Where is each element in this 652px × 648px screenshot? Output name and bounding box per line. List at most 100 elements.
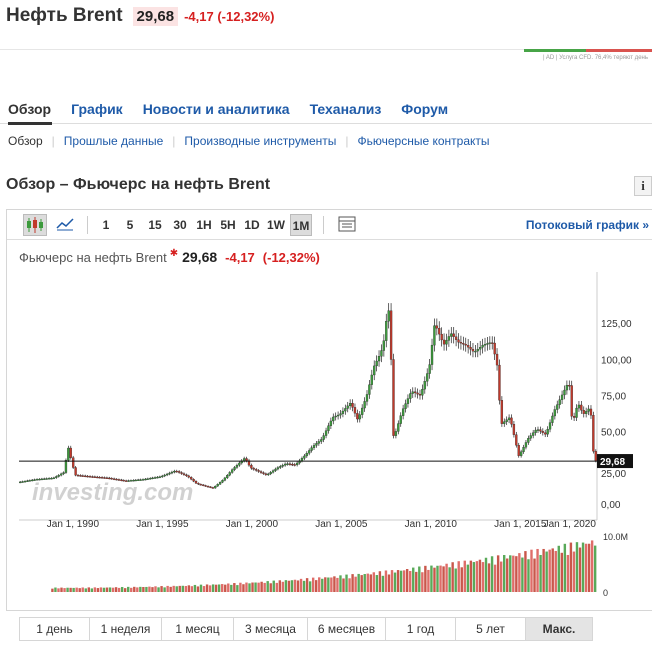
current-price-tag	[597, 454, 633, 469]
candle	[433, 325, 436, 346]
candle	[43, 478, 46, 480]
volume-bar	[190, 586, 194, 592]
candle	[98, 477, 101, 479]
range-button[interactable]: 1 год	[386, 618, 456, 640]
price-tick-label: 25,00	[601, 469, 626, 480]
legend-change: -4,17	[225, 249, 255, 265]
volume-bar	[299, 578, 303, 592]
legend-price: 29,68	[182, 249, 218, 265]
interval-5h[interactable]: 5H	[220, 218, 236, 232]
tab-technical[interactable]: Теханализ	[309, 101, 382, 117]
candle	[216, 484, 219, 487]
candle	[459, 342, 463, 344]
volume-bar	[305, 578, 309, 592]
volume-bar	[363, 574, 366, 592]
volume-bar	[120, 586, 124, 592]
volume-bar	[481, 562, 485, 592]
candle	[235, 465, 239, 468]
candle	[214, 485, 217, 489]
candle	[582, 410, 585, 414]
volume-bar	[472, 562, 476, 592]
volume-bar	[384, 570, 388, 592]
range-button[interactable]: 5 лет	[456, 618, 526, 640]
candle	[141, 479, 145, 481]
volume-bar	[393, 572, 397, 592]
candle	[76, 474, 80, 477]
ad-banner[interactable]	[524, 49, 652, 52]
range-button[interactable]: 1 неделя	[90, 618, 162, 640]
section-title: Обзор – Фьючерс на нефть Brent	[6, 176, 271, 193]
range-button[interactable]: 1 месяц	[162, 618, 234, 640]
table-icon[interactable]	[335, 214, 359, 236]
interval-1[interactable]: 1	[102, 218, 110, 232]
volume-bar	[193, 584, 197, 592]
range-button[interactable]: 6 месяцев	[308, 618, 386, 640]
candle	[233, 467, 236, 470]
candle	[230, 469, 234, 473]
volume-bar	[357, 573, 360, 592]
tab-chart[interactable]: График	[71, 101, 123, 117]
candle	[570, 385, 573, 417]
subnav-historical[interactable]: Прошлые данные	[63, 134, 164, 148]
candle	[218, 482, 222, 485]
range-button[interactable]: 3 месяца	[234, 618, 308, 640]
tab-overview[interactable]: Обзор	[8, 101, 52, 117]
candle	[139, 479, 142, 481]
candle	[457, 339, 460, 343]
candle	[450, 333, 453, 337]
volume-bar	[84, 588, 87, 592]
interval-5[interactable]: 5	[126, 218, 134, 232]
volume-bar	[72, 587, 75, 592]
candle	[380, 350, 383, 357]
price-chart[interactable]: investing.com 29,68 125,00 100,00 75,00 50,…	[7, 272, 647, 607]
candle	[515, 434, 518, 446]
volume-bar	[78, 588, 81, 592]
candle	[563, 389, 566, 396]
volume-bar	[402, 570, 406, 592]
candle	[120, 479, 123, 481]
volume-bar	[478, 559, 482, 592]
candle	[175, 470, 178, 473]
alert-star-icon[interactable]: ✱	[169, 247, 179, 259]
candle	[129, 480, 133, 482]
volume-bar	[111, 587, 115, 592]
candle	[481, 345, 484, 348]
candle	[79, 475, 82, 477]
volume-bar	[151, 587, 154, 592]
candle	[255, 469, 258, 471]
candle	[585, 411, 588, 414]
interval-1d[interactable]: 1D	[244, 218, 260, 232]
interval-1w[interactable]: 1W	[267, 218, 285, 232]
subnav-overview[interactable]: Обзор	[8, 134, 43, 148]
tab-news[interactable]: Новости и аналитика	[142, 101, 290, 117]
subnav-futures[interactable]: Фьючерсные контракты	[357, 134, 490, 148]
candle	[223, 477, 227, 481]
interval-1m[interactable]: 1M	[290, 214, 312, 236]
info-icon[interactable]: i	[634, 176, 652, 196]
candle	[161, 475, 164, 478]
volume-bar	[442, 566, 445, 592]
candle	[281, 465, 284, 467]
candle	[31, 479, 34, 482]
interval-15[interactable]: 15	[148, 218, 162, 232]
volume-bar	[184, 585, 188, 592]
streaming-chart-link[interactable]: Потоковый график »	[525, 218, 649, 232]
volume-bar	[81, 587, 84, 592]
volume-bar	[427, 569, 430, 592]
line-chart-icon[interactable]	[53, 214, 77, 236]
range-button[interactable]: Макс.	[526, 618, 592, 640]
interval-30[interactable]: 30	[173, 218, 187, 232]
candle	[580, 404, 583, 411]
interval-1h[interactable]: 1H	[196, 218, 212, 232]
volume-bar	[375, 575, 379, 592]
volume-bar	[272, 580, 275, 592]
candle	[91, 476, 94, 478]
date-tick-label: Jan 1, 2020	[544, 519, 597, 530]
subnav-derivatives[interactable]: Производные инструменты	[184, 134, 337, 148]
candle	[592, 415, 595, 452]
volume-bar	[557, 545, 560, 592]
tab-forum[interactable]: Форум	[401, 101, 449, 117]
candlestick-icon[interactable]	[23, 214, 47, 236]
range-button[interactable]: 1 день	[20, 618, 90, 640]
volume-bar	[148, 586, 151, 592]
